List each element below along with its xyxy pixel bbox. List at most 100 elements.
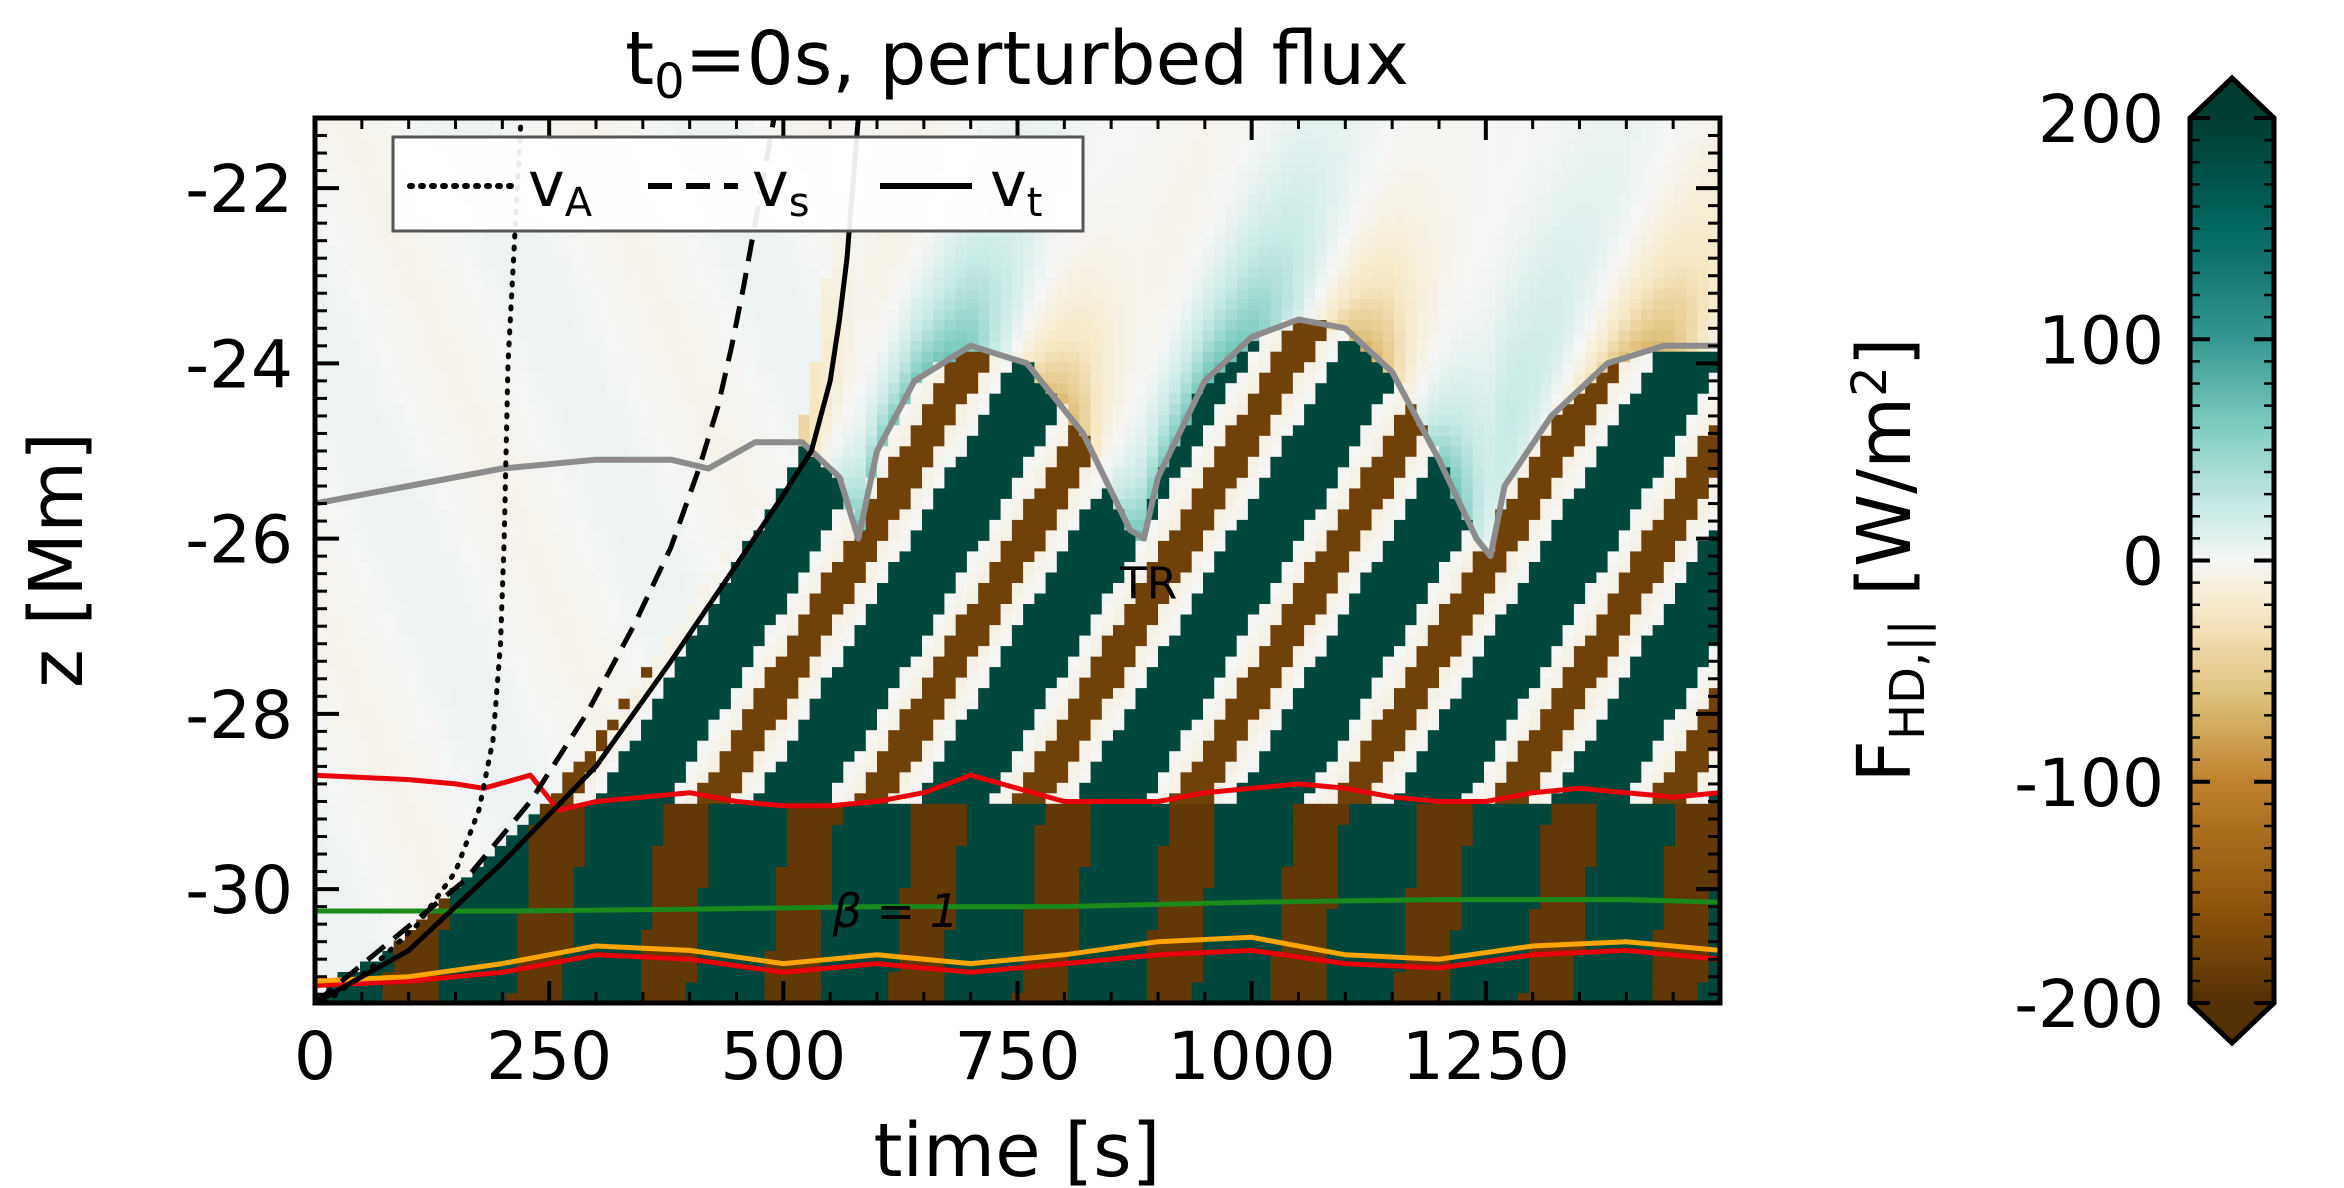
heatmap-cell [877,550,889,562]
heatmap-cell [641,624,653,636]
heatmap-cell [730,897,743,909]
heatmap-cell [506,477,518,489]
heatmap-cell [944,424,957,436]
heatmap-cell [742,309,754,321]
heatmap-cell [607,982,619,994]
heatmap-cell [877,971,889,983]
heatmap-cell [955,298,968,310]
heatmap-cell [337,361,350,373]
heatmap-cell [326,982,338,994]
heatmap-cell [910,561,923,573]
heatmap-cell [517,361,530,373]
heatmap-cell [832,624,844,636]
heatmap-cell [449,866,462,878]
heatmap-cell [348,918,361,930]
heatmap-cell [742,624,754,636]
heatmap-cell [404,561,417,573]
heatmap-cell [438,414,451,426]
heatmap-cell [652,960,664,972]
heatmap-cell [719,351,732,363]
heatmap-cell [483,918,496,930]
heatmap-cell [539,624,552,636]
heatmap-cell [517,887,530,899]
heatmap-cell [517,929,530,941]
heatmap-cell [820,561,833,573]
heatmap-cell [708,393,721,405]
heatmap-cell [416,845,428,857]
heatmap-cell [955,635,968,647]
heatmap-cell [506,729,518,741]
heatmap-cell [685,813,698,825]
heatmap-cell [899,782,912,794]
heatmap-cell [854,929,867,941]
heatmap-cell [371,876,383,888]
heatmap-cell [551,414,563,426]
heatmap-cell [798,403,811,415]
heatmap-cell [888,803,900,815]
heatmap-cell [517,508,530,520]
heatmap-cell [393,540,406,552]
heatmap-cell [753,477,766,489]
heatmap-cell [596,614,608,626]
heatmap-cell [854,267,867,279]
heatmap-cell [719,382,732,394]
heatmap-cell [955,939,968,951]
heatmap-cell [360,235,372,247]
heatmap-cell [843,698,856,710]
heatmap-cell [809,351,822,363]
heatmap-cell [955,340,968,352]
heatmap-cell [843,256,856,268]
heatmap-cell [360,876,372,888]
heatmap-cell [427,782,440,794]
heatmap-cell [708,372,721,384]
heatmap-cell [528,466,541,478]
heatmap-cell [382,719,395,731]
heatmap-cell [843,582,856,594]
heatmap-cell [404,445,417,457]
heatmap-cell [944,571,957,583]
heatmap-cell [506,561,518,573]
heatmap-cell [528,529,541,541]
heatmap-cell [809,498,822,510]
heatmap-cell [438,277,451,289]
heatmap-cell [371,571,383,583]
heatmap-cell [573,656,586,668]
heatmap-cell [663,918,676,930]
heatmap-cell [674,393,687,405]
heatmap-cell [809,897,822,909]
heatmap-cell [584,687,597,699]
heatmap-cell [787,960,799,972]
heatmap-cell [326,245,338,257]
heatmap-cell [685,834,698,846]
heatmap-cell [922,340,934,352]
heatmap-cell [899,456,912,468]
heatmap-cell [506,571,518,583]
heatmap-cell [461,982,473,994]
heatmap-cell [348,939,361,951]
heatmap-cell [607,235,619,247]
heatmap-cell [393,866,406,878]
heatmap-cell [775,477,788,489]
heatmap-cell [438,803,451,815]
heatmap-cell [809,614,822,626]
heatmap-cell [371,603,383,615]
heatmap-cell [955,435,968,447]
heatmap-cell [393,330,406,342]
heatmap-cell [360,319,372,331]
heatmap-cell [618,466,631,478]
heatmap-cell [449,298,462,310]
heatmap-cell [663,750,676,762]
heatmap-cell [539,477,552,489]
heatmap-cell [427,624,440,636]
heatmap-cell [382,645,395,657]
heatmap-cell [539,393,552,405]
heatmap-cell [404,740,417,752]
heatmap-cell [438,330,451,342]
heatmap-cell [854,393,867,405]
heatmap-cell [483,834,496,846]
heatmap-cell [596,929,608,941]
heatmap-cell [877,897,889,909]
heatmap-cell [348,960,361,972]
heatmap-cell [348,498,361,510]
heatmap-cell [427,119,440,131]
